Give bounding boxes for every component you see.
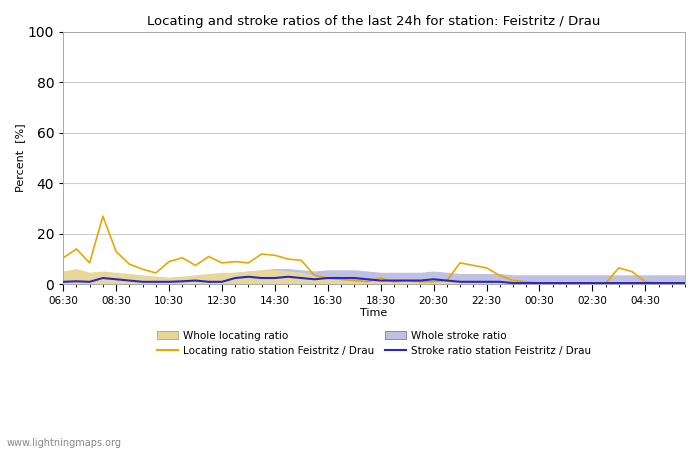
Text: www.lightningmaps.org: www.lightningmaps.org [7, 438, 122, 448]
Title: Locating and stroke ratios of the last 24h for station: Feistritz / Drau: Locating and stroke ratios of the last 2… [148, 15, 601, 28]
X-axis label: Time: Time [360, 307, 388, 318]
Y-axis label: Percent  [%]: Percent [%] [15, 124, 25, 193]
Legend: Whole locating ratio, Locating ratio station Feistritz / Drau, Whole stroke rati: Whole locating ratio, Locating ratio sta… [153, 326, 595, 360]
